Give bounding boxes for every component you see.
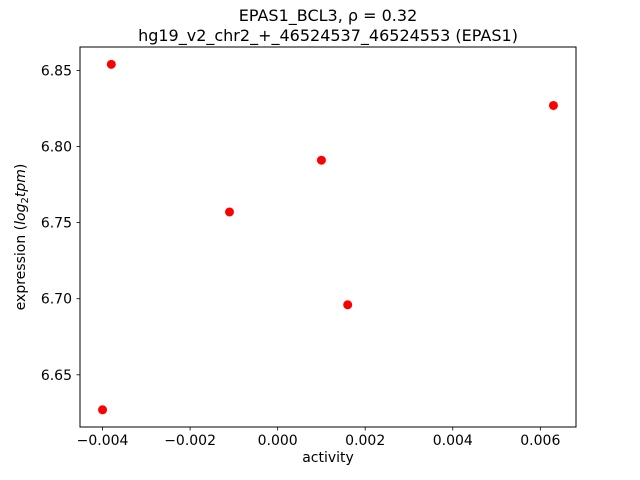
y-tick-label: 6.75 (41, 216, 72, 232)
data-point (98, 405, 108, 415)
x-tick-label: 0.004 (433, 433, 473, 449)
y-axis-label-sub: 2 (20, 197, 31, 204)
data-point (316, 155, 326, 165)
figure-title-line2: hg19_v2_chr2_+_46524537_46524553 (EPAS1) (138, 26, 518, 45)
x-tick-label: −0.002 (164, 433, 216, 449)
figure-title-line1: EPAS1_BCL3, ρ = 0.32 (238, 6, 418, 25)
ticks-layer: −0.004 −0.002 0.000 0.002 0.004 0.006 6.65 6.70… (41, 63, 561, 449)
y-tick-label: 6.70 (41, 292, 72, 308)
data-point (548, 100, 558, 110)
y-axis-label-tpm: tpm (13, 169, 29, 198)
x-tick-label: −0.004 (77, 433, 129, 449)
y-axis-label-suffix: ) (13, 163, 29, 170)
y-axis-label: expression (log2tpm) (13, 164, 31, 311)
y-tick-label: 6.65 (41, 368, 72, 384)
figure-title: EPAS1_BCL3, ρ = 0.32 hg19_v2_chr2_+_4652… (80, 6, 576, 46)
points-layer (98, 59, 558, 415)
y-axis-label-prefix: expression ( (13, 224, 29, 311)
y-tick-label: 6.80 (41, 140, 72, 156)
x-tick-label: 0.000 (258, 433, 298, 449)
axes-border (79, 46, 577, 428)
data-point (343, 300, 353, 310)
x-axis-label: activity (302, 450, 354, 466)
y-axis-label-log: log (13, 203, 29, 225)
y-tick-label: 6.85 (41, 63, 72, 79)
data-point (106, 59, 116, 69)
data-point (225, 207, 235, 217)
x-tick-label: 0.002 (345, 433, 385, 449)
x-tick-label: 0.006 (520, 433, 560, 449)
